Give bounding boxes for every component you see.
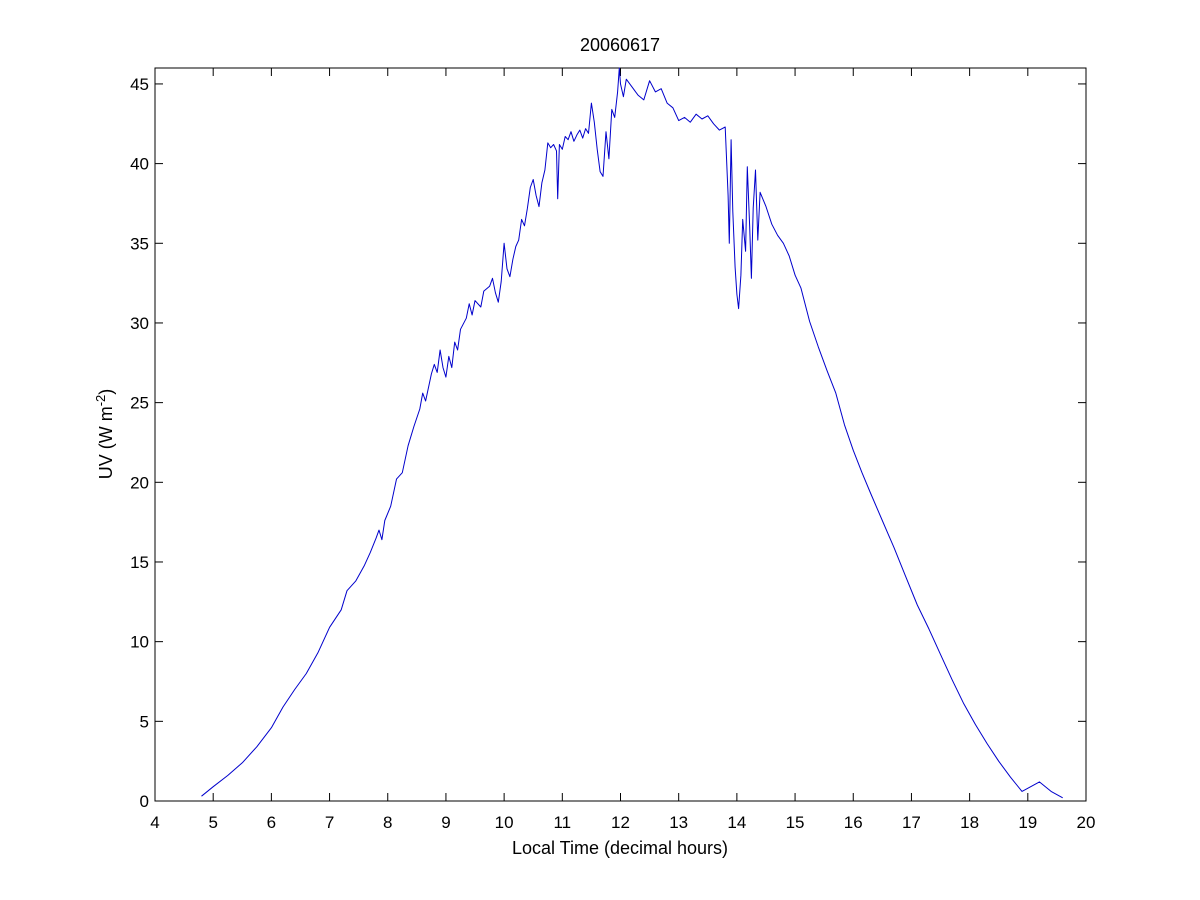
y-tick-label: 40 xyxy=(130,155,149,174)
y-axis-label-sup: -2 xyxy=(93,395,108,407)
y-tick-label: 45 xyxy=(130,75,149,94)
x-axis-ticks: 4 5 6 7 8 9 10 11 12 13 14 15 16 17 18 19 20 xyxy=(150,68,1095,832)
x-tick-label: 16 xyxy=(844,813,863,832)
x-tick-label: 10 xyxy=(495,813,514,832)
y-tick-label: 30 xyxy=(130,314,149,333)
y-axis-label-end: ) xyxy=(96,389,116,395)
x-tick-label: 7 xyxy=(325,813,334,832)
x-tick-label: 8 xyxy=(383,813,392,832)
y-tick-label: 0 xyxy=(140,792,149,811)
x-tick-label: 17 xyxy=(902,813,921,832)
plot-area xyxy=(154,67,1087,802)
x-tick-label: 20 xyxy=(1077,813,1096,832)
x-tick-label: 13 xyxy=(669,813,688,832)
x-tick-label: 9 xyxy=(441,813,450,832)
x-tick-label: 5 xyxy=(208,813,217,832)
chart-title: 20060617 xyxy=(580,35,660,55)
x-tick-label: 14 xyxy=(727,813,746,832)
y-tick-label: 20 xyxy=(130,473,149,492)
x-tick-label: 4 xyxy=(150,813,159,832)
series-layer xyxy=(201,67,1063,799)
x-tick-label: 19 xyxy=(1018,813,1037,832)
y-tick-label: 15 xyxy=(130,553,149,572)
y-tick-label: 5 xyxy=(140,712,149,731)
y-axis-label: UV (W m-2) xyxy=(93,389,116,480)
uv-series-line xyxy=(201,67,1063,799)
y-tick-label: 25 xyxy=(130,394,149,413)
x-axis-label: Local Time (decimal hours) xyxy=(512,838,728,858)
y-tick-label: 35 xyxy=(130,234,149,253)
x-tick-label: 12 xyxy=(611,813,630,832)
x-tick-label: 11 xyxy=(553,813,571,832)
y-axis-ticks: 0 5 10 15 20 25 30 35 40 45 xyxy=(130,75,1086,811)
x-tick-label: 6 xyxy=(267,813,276,832)
x-tick-label: 18 xyxy=(960,813,979,832)
x-tick-label: 15 xyxy=(786,813,805,832)
y-tick-label: 10 xyxy=(130,633,149,652)
y-axis-label-main: UV (W m xyxy=(96,406,116,479)
